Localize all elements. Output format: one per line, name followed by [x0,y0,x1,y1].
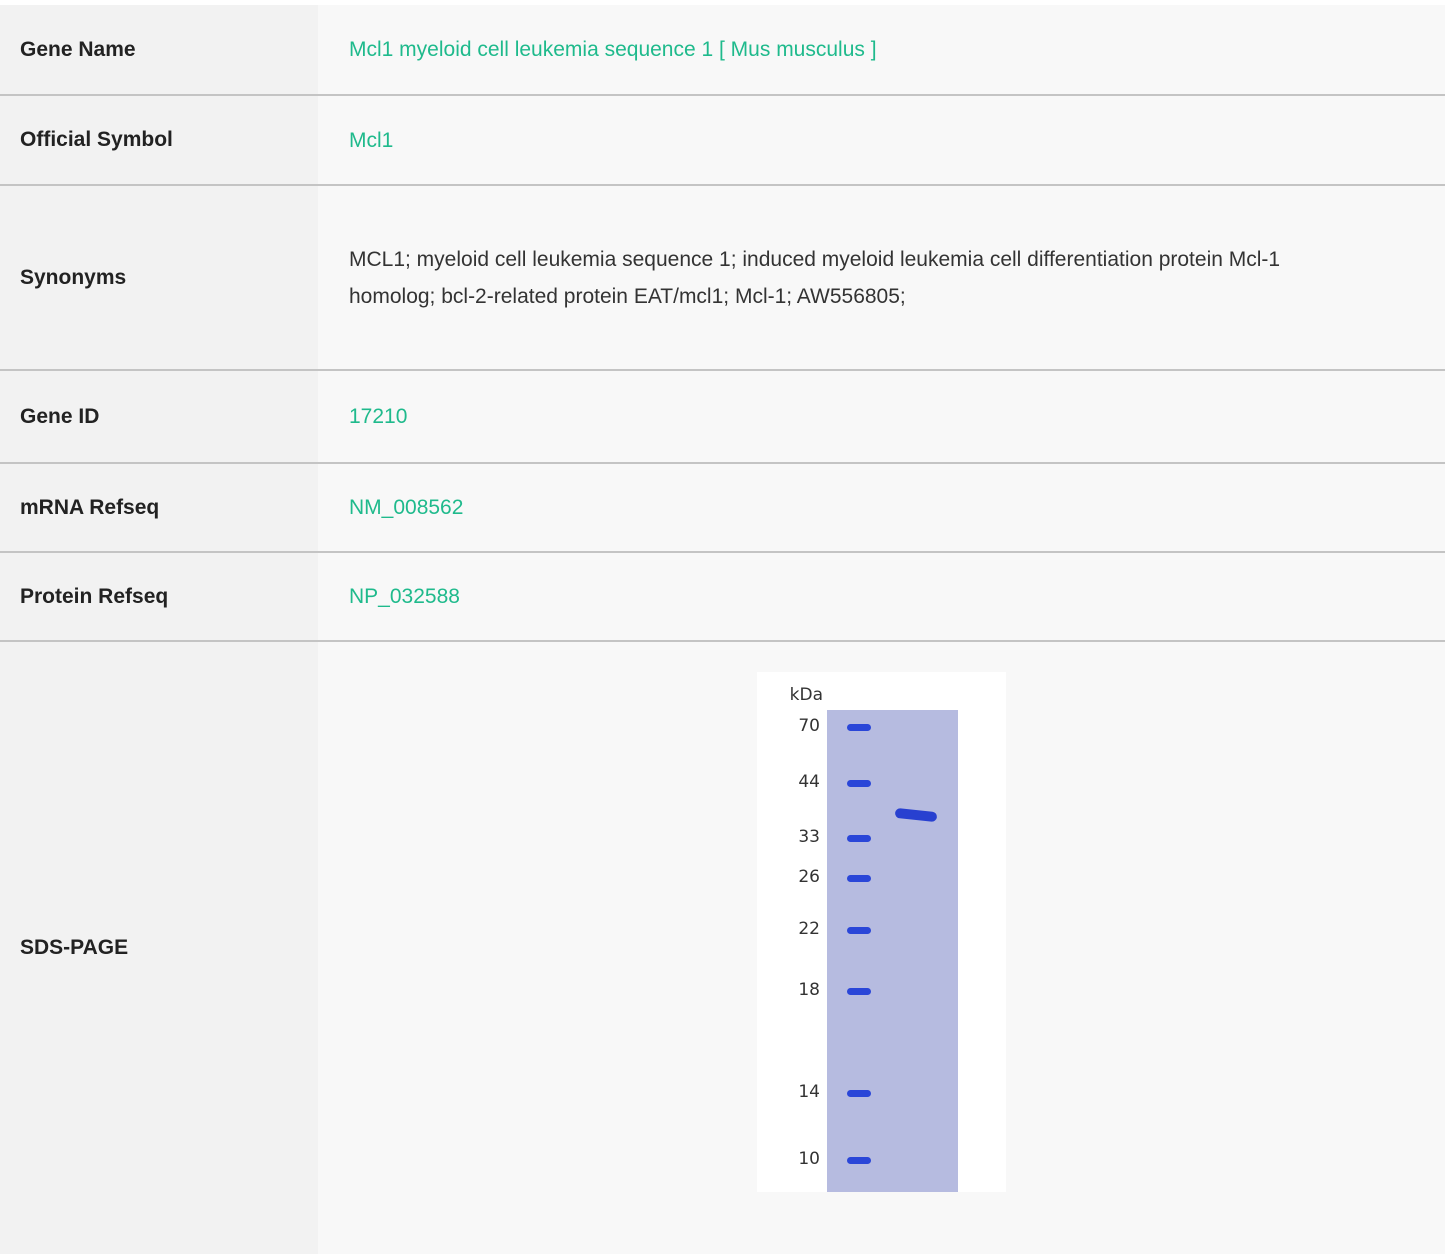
row-label: Protein Refseq [0,553,318,640]
row-label: mRNA Refseq [0,464,318,551]
row-link[interactable]: NM_008562 [318,464,1445,551]
row-link[interactable]: 17210 [318,371,1445,462]
row-link[interactable]: Mcl1 [318,96,1445,184]
marker-label: 14 [798,1082,820,1102]
marker-label: 10 [798,1149,820,1169]
marker-band [847,1157,871,1164]
row-label: Gene ID [0,371,318,462]
gel-unit: kDa [789,685,823,705]
marker-label: 26 [798,867,820,887]
table-row: mRNA Refseq NM_008562 [0,464,1445,553]
marker-band [847,724,871,731]
marker-band [847,1090,871,1097]
row-link[interactable]: NP_032588 [318,553,1445,640]
row-label: Official Symbol [0,96,318,184]
table-row: Synonyms MCL1; myeloid cell leukemia sequ… [0,186,1445,371]
marker-label: 70 [798,716,820,736]
gel-lane [827,710,958,1192]
gel-image: kDa 70 44 33 26 22 18 14 10 [757,672,1006,1192]
marker-label: 44 [798,772,820,792]
table-row: Gene Name Mcl1 myeloid cell leukemia sequ… [0,5,1445,96]
marker-band [847,988,871,995]
marker-label: 22 [798,919,820,939]
info-table: Gene Name Mcl1 myeloid cell leukemia sequ… [0,5,1445,1254]
table-row: SDS-PAGE [0,642,1445,1254]
row-label: SDS-PAGE [0,642,318,1254]
row-value: MCL1; myeloid cell leukemia sequence 1; … [318,186,1445,369]
marker-band [847,875,871,882]
table-row: Protein Refseq NP_032588 [0,553,1445,642]
marker-label: 18 [798,980,820,1000]
table-row: Official Symbol Mcl1 [0,96,1445,186]
marker-label: 33 [798,827,820,847]
row-label: Synonyms [0,186,318,369]
marker-band [847,927,871,934]
row-label: Gene Name [0,5,318,94]
marker-band [847,835,871,842]
marker-band [847,780,871,787]
table-row: Gene ID 17210 [0,371,1445,464]
row-link[interactable]: Mcl1 myeloid cell leukemia sequence 1 [ … [318,5,1445,94]
